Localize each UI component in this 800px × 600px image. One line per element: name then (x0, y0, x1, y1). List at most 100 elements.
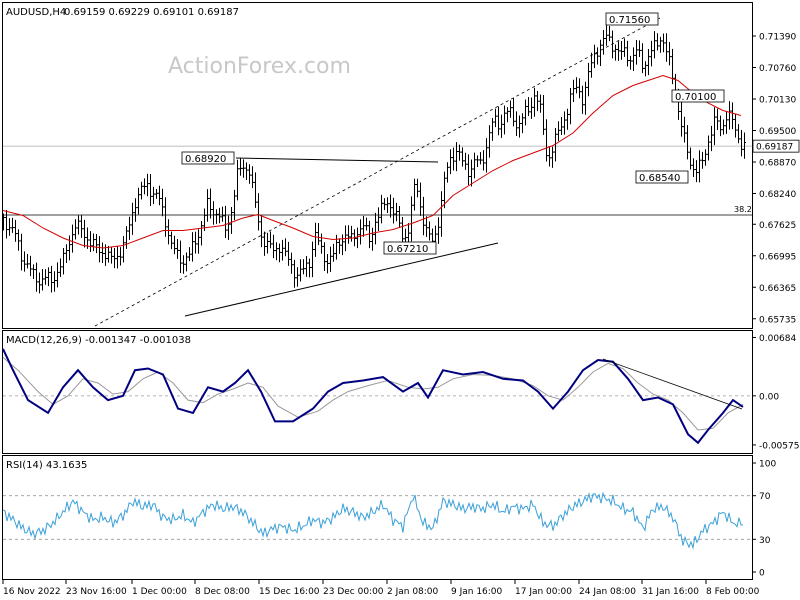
ohlc-bar (59, 258, 62, 277)
ohlc-bar (704, 149, 707, 166)
ohlc-bar (221, 206, 224, 222)
ohlc-bar (359, 219, 362, 245)
ohlc-bar (374, 212, 377, 245)
ohlc-bar (335, 234, 338, 260)
ohlc-bar (98, 236, 101, 263)
ohlc-bar (74, 219, 77, 240)
macd-panel-frame (2, 330, 753, 454)
ohlc-bar (710, 125, 713, 152)
axis-layer: 0.71390 0.70760 0.70130 0.69500 0.68870 0.682… (2, 33, 800, 597)
price-annotation-label: 0.70100 (675, 92, 716, 103)
ohlc-bar (581, 85, 584, 114)
ohlc-bar (41, 269, 44, 291)
ohlc-bar (617, 41, 620, 61)
rsi-ytick-label: 30 (759, 536, 771, 546)
ohlc-bar (131, 202, 134, 235)
ohlc-bar (635, 40, 638, 65)
ohlc-bar (587, 62, 590, 97)
ohlc-bar (716, 108, 719, 131)
ohlc-bar (512, 98, 515, 127)
ohlc-bar (551, 146, 554, 168)
x-tick-label: 15 Dec 16:00 (259, 587, 320, 597)
macd-ytick-label: 0.00 (759, 392, 779, 402)
ohlc-bar (347, 225, 350, 244)
price-ytick-label: 0.70760 (759, 64, 796, 74)
ohlc-bar (614, 44, 617, 61)
ohlc-bar (593, 44, 596, 69)
ohlc-bar (599, 39, 602, 67)
ohlc-bar (578, 78, 581, 99)
ohlc-bar (5, 210, 8, 239)
price-ytick-label: 0.66995 (759, 252, 796, 262)
ohlc-bar (395, 202, 398, 222)
ohlc-bar (173, 235, 176, 255)
ohlc-bar (719, 115, 722, 137)
ohlc-bar (509, 100, 512, 118)
ohlc-bar (86, 227, 89, 249)
ohlc-bar (653, 31, 656, 59)
fib-level-label: 38.2 (734, 205, 752, 214)
ohlc-bar (8, 218, 11, 236)
price-ytick-label: 0.68870 (759, 159, 796, 169)
ohlc-bar (383, 198, 386, 211)
x-tick-label: 31 Jan 16:00 (642, 587, 699, 597)
ohlc-bar (122, 236, 125, 263)
ohlc-bar (161, 188, 164, 217)
ohlc-bar (239, 158, 242, 176)
ohlc-bar (479, 152, 482, 165)
ohlc-bar (545, 119, 548, 162)
ohlc-bar (146, 173, 149, 197)
ohlc-bar (623, 38, 626, 57)
channel-dashed-trendline (94, 17, 661, 327)
ohlc-bar (50, 265, 53, 293)
price-annotation-label: 0.67210 (387, 244, 428, 255)
x-tick-label: 8 Feb 00:00 (706, 587, 760, 597)
ohlc-bar (662, 33, 665, 53)
ohlc-bar (470, 159, 473, 187)
price-ytick-label: 0.71390 (759, 33, 796, 43)
ohlc-bar (101, 242, 104, 264)
ohlc-bar (212, 201, 215, 225)
ohlc-bar (515, 111, 518, 136)
ohlc-bar (536, 90, 539, 112)
price-ytick-label: 0.65735 (759, 315, 796, 325)
ohlc-bar (326, 253, 329, 274)
ohlc-bar (485, 138, 488, 173)
ohlc-bar (290, 252, 293, 274)
ohlc-bar (620, 41, 623, 60)
ohlc-bar (89, 231, 92, 252)
ohlc-bar (323, 242, 326, 272)
ohlc-bar (497, 106, 500, 136)
ohlc-bar (20, 233, 23, 271)
ohlc-bar (401, 217, 404, 247)
ohlc-bar (206, 189, 209, 222)
ohlc-bar (707, 135, 710, 161)
ohlc-bar (503, 105, 506, 135)
x-tick-label: 17 Jan 00:00 (515, 587, 572, 597)
ohlc-bar (692, 158, 695, 178)
x-tick-label: 23 Dec 00:00 (323, 587, 384, 597)
ohlc-bar (158, 185, 161, 206)
moving-average-line (2, 74, 742, 249)
ohlc-bar (134, 198, 137, 222)
ohlc-bar (425, 216, 428, 237)
ohlc-bar (491, 118, 494, 141)
ohlc-bar (284, 238, 287, 257)
ohlc-bar (251, 166, 254, 189)
ohlc-bar (380, 194, 383, 224)
ohlc-bar (443, 171, 446, 209)
ohlc-bar (569, 87, 572, 125)
ohlc-bar (140, 181, 143, 200)
ohlc-bar (644, 61, 647, 77)
ohlc-bar (410, 196, 413, 242)
ohlc-bar (233, 189, 236, 221)
ohlc-bar (188, 247, 191, 262)
ohlc-bar (107, 245, 110, 263)
ohlc-bar (119, 247, 122, 266)
ohlc-bar (29, 255, 32, 277)
ohlc-bar (227, 215, 230, 240)
ohlc-bar (296, 267, 299, 287)
ohlc-bar (584, 81, 587, 115)
ohlc-bar (530, 97, 533, 119)
ohlc-bar (713, 107, 716, 146)
